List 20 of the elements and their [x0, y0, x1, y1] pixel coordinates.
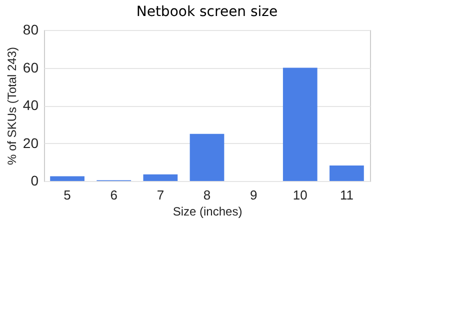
y-tick-label: 20: [22, 134, 39, 151]
y-tick-label: 60: [22, 59, 39, 76]
y-tick-label: 40: [22, 97, 39, 113]
y-tick-label: 80: [22, 22, 39, 38]
bar: [282, 68, 318, 181]
bar: [50, 176, 84, 181]
bar: [330, 166, 364, 181]
y-tick-label: 0: [30, 172, 39, 188]
chart-title: Netbook screen size: [136, 4, 278, 20]
x-tick-label: 7: [156, 188, 164, 202]
y-axis-title: % of SKUs (Total 243): [4, 46, 19, 166]
x-tick-label: 9: [250, 188, 258, 202]
bar: [190, 134, 224, 181]
x-tick-label: 11: [340, 188, 354, 202]
x-tick-label: 8: [203, 188, 211, 202]
x-axis-title: Size (inches): [172, 204, 242, 218]
x-tick-label: 6: [110, 188, 118, 202]
x-tick-label: 5: [64, 188, 71, 202]
x-tick-label: 10: [292, 188, 308, 202]
bar: [143, 174, 178, 181]
